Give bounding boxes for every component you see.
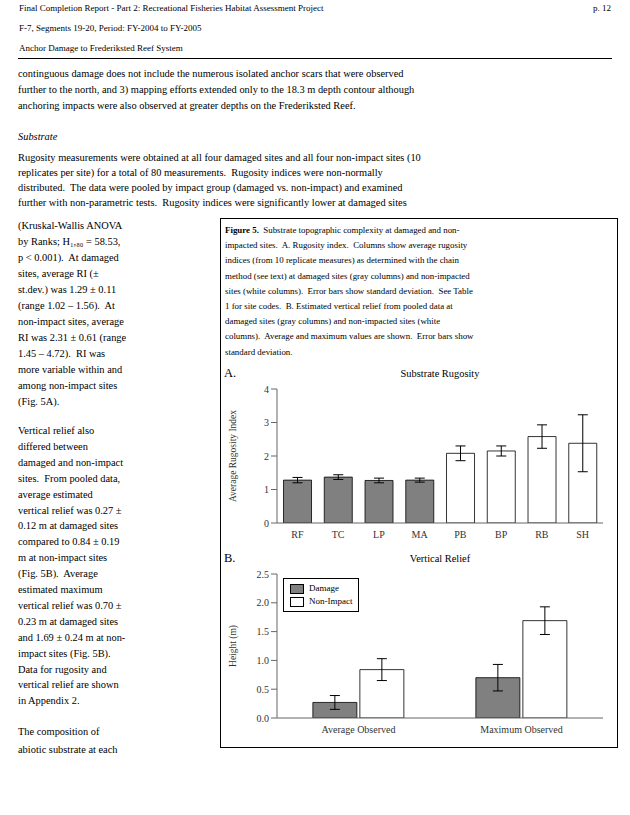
html-text:0.12 m at damaged sites: 0.12 m at damaged sites <box>18 520 119 532</box>
svg-text:PB: PB <box>454 529 467 540</box>
svg-text:0.5: 0.5 <box>257 684 270 695</box>
html-text:1.45 – 4.72). RI was: 1.45 – 4.72). RI was <box>18 348 106 359</box>
html-text:more variable within and: more variable within and <box>18 364 123 375</box>
html-text:Figure 5.: Figure 5. <box>225 225 259 235</box>
html-text:compared to 0.84 ± 0.19: compared to 0.84 ± 0.19 <box>18 536 120 548</box>
svg-text:0.0: 0.0 <box>257 713 270 724</box>
svg-text:4: 4 <box>264 384 269 395</box>
html-text:estimated maximum: estimated maximum <box>18 584 103 595</box>
html-text:F-7, Segments 19-20, Period: F: F-7, Segments 19-20, Period: FY-2004 to … <box>19 23 202 33</box>
html-text:sites (white columns). Error b: sites (white columns). Error bars show s… <box>225 285 473 296</box>
svg-text:1: 1 <box>264 484 269 495</box>
html-text:among non-impact sites: among non-impact sites <box>18 380 118 391</box>
svg-text:2.5: 2.5 <box>257 569 270 580</box>
html-text:vertical relief was 0.70 ±: vertical relief was 0.70 ± <box>18 599 122 611</box>
svg-text:2: 2 <box>264 451 269 462</box>
html-text:impact sites (Fig. 5B).: impact sites (Fig. 5B). <box>18 647 111 659</box>
html-text:st.dev.) was 1.29 ± 0.11: st.dev.) was 1.29 ± 0.11 <box>18 284 117 295</box>
html-text:distributed. The data were poo: distributed. The data were pooled by imp… <box>18 182 403 193</box>
html-text:Vertical Relief: Vertical Relief <box>409 553 471 564</box>
html-text:Substrate Rugosity: Substrate Rugosity <box>400 368 480 379</box>
html-text:Vertical relief also: Vertical relief also <box>18 425 95 436</box>
svg-text:Maximum Observed: Maximum Observed <box>480 724 563 735</box>
html-text:The composition of: The composition of <box>18 726 100 737</box>
svg-text:LP: LP <box>373 529 385 540</box>
html-text:method (see text) at damaged s: method (see text) at damaged sites (gray… <box>225 270 470 281</box>
html-text:A.: A. <box>224 366 237 380</box>
html-text:B.: B. <box>224 551 236 565</box>
html-text:columns). Average and maximum: columns). Average and maximum values are… <box>225 331 474 342</box>
html-text:indices (from 10 replicate mea: indices (from 10 replicate measures) as … <box>225 255 459 266</box>
svg-text:3: 3 <box>264 417 269 428</box>
html-text:and 1.69 ± 0.24 m at non-: and 1.69 ± 0.24 m at non- <box>18 631 126 643</box>
html-text:sites, average RI (±: sites, average RI (± <box>18 268 99 279</box>
html-text:average estimated: average estimated <box>18 488 93 500</box>
html-text:0.23 m at damaged sites: 0.23 m at damaged sites <box>18 615 119 627</box>
html-text:Data for rugosity and: Data for rugosity and <box>18 663 107 675</box>
svg-text:BP: BP <box>495 529 508 540</box>
html-text:standard deviation.: standard deviation. <box>225 346 293 357</box>
html-text:impacted sites. A. Rugosity in: impacted sites. A. Rugosity index. Colum… <box>225 240 468 251</box>
svg-text:RB: RB <box>535 529 549 540</box>
svg-text:Average Rugosity Index: Average Rugosity Index <box>228 410 238 502</box>
html-text:continguous damage does not in: continguous damage does not include the … <box>18 68 404 79</box>
svg-text:1.5: 1.5 <box>257 626 270 637</box>
html-text:Substrate topographic complexi: Substrate topographic complexity at dama… <box>263 225 460 235</box>
html-text:Damage: Damage <box>309 583 339 593</box>
html-text:damaged and non-impact: damaged and non-impact <box>18 456 123 468</box>
html-text:damaged sites (gray columns) a: damaged sites (gray columns) and non-imp… <box>225 316 441 327</box>
html-text:by Ranks; H₁,₈₀ = 58.53,: by Ranks; H₁,₈₀ = 58.53, <box>18 236 121 247</box>
svg-text:Height (m): Height (m) <box>228 625 239 667</box>
html-text:(Fig. 5A).: (Fig. 5A). <box>18 396 60 407</box>
html-text:Rugosity measurements were obt: Rugosity measurements were obtained at a… <box>18 152 421 163</box>
html-text:Final Completion Report - Part: Final Completion Report - Part 2: Recrea… <box>19 3 324 13</box>
html-text:vertical relief was 0.27 ±: vertical relief was 0.27 ± <box>18 504 122 516</box>
html-text:(Kruskal-Wallis ANOVA: (Kruskal-Wallis ANOVA <box>18 220 123 231</box>
svg-text:MA: MA <box>412 529 429 540</box>
svg-text:RF: RF <box>291 529 304 540</box>
html-text:differed between: differed between <box>18 440 88 452</box>
svg-text:TC: TC <box>332 529 345 540</box>
html-text:sites. From pooled data,: sites. From pooled data, <box>18 472 121 484</box>
html-text:p. 12: p. 12 <box>593 3 611 13</box>
html-text:replicates per site) for a tot: replicates per site) for a total of 80 m… <box>18 167 383 178</box>
html-text:RI was 2.31 ± 0.61 (range: RI was 2.31 ± 0.61 (range <box>18 332 127 343</box>
html-text:1 for site codes. B. Estimated: 1 for site codes. B. Estimated vertical … <box>225 301 453 311</box>
svg-text:Average Observed: Average Observed <box>322 724 396 735</box>
html-text:non-impact sites, average: non-impact sites, average <box>18 316 124 327</box>
html-text:Substrate: Substrate <box>18 131 58 142</box>
html-text:m at non-impact sites: m at non-impact sites <box>18 552 108 564</box>
html-text:further to the north, and 3) m: further to the north, and 3) mapping eff… <box>18 84 415 95</box>
html-text:in Appendix 2.: in Appendix 2. <box>18 695 80 707</box>
html-text:p < 0.001). At damaged: p < 0.001). At damaged <box>18 252 119 263</box>
html-text:vertical relief are shown: vertical relief are shown <box>18 679 119 691</box>
html-text:Non-Impact: Non-Impact <box>309 596 353 606</box>
svg-text:0: 0 <box>264 518 269 529</box>
svg-text:2.0: 2.0 <box>257 597 270 608</box>
html-text:(range 1.02 – 1.56). At: (range 1.02 – 1.56). At <box>18 300 115 311</box>
html-text:further with non-parametric te: further with non-parametric tests. Rugos… <box>18 197 407 208</box>
svg-text:1.0: 1.0 <box>257 655 270 666</box>
svg-text:SH: SH <box>576 529 589 540</box>
html-text:Anchor Damage to Frederiksted: Anchor Damage to Frederiksted Reef Syste… <box>19 43 183 53</box>
html-text:abiotic substrate at each: abiotic substrate at each <box>18 744 118 755</box>
html-text:anchoring impacts were also ob: anchoring impacts were also observed at … <box>18 100 356 111</box>
html-text:(Fig. 5B). Average: (Fig. 5B). Average <box>18 568 98 580</box>
